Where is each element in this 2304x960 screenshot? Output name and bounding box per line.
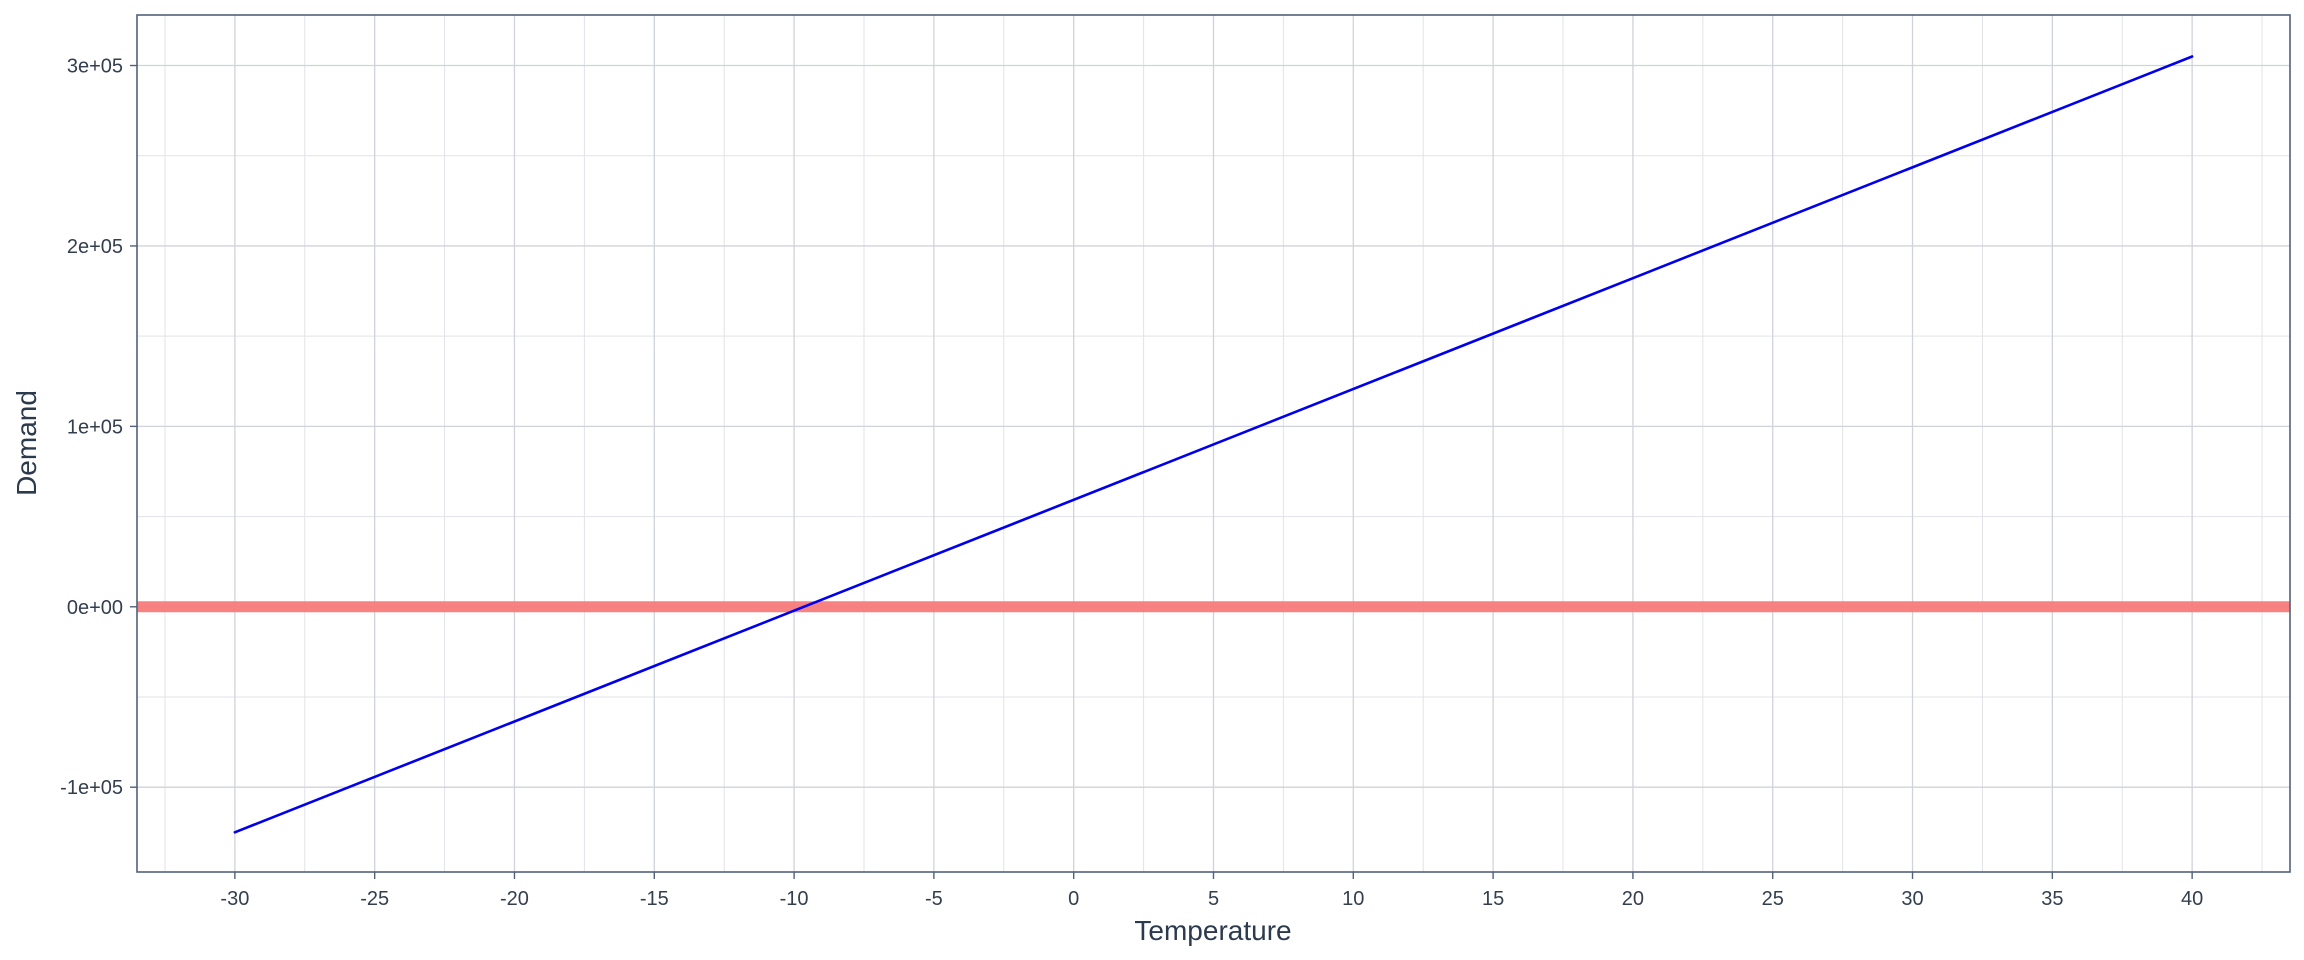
x-tick-label: -5 <box>925 888 943 910</box>
x-tick-label: 15 <box>1482 888 1504 910</box>
x-axis-title: Temperature <box>1134 915 1291 946</box>
x-tick-label: -30 <box>220 888 249 910</box>
y-axis-title: Demand <box>11 390 42 496</box>
x-tick-label: -25 <box>360 888 389 910</box>
x-tick-label: 20 <box>1622 888 1644 910</box>
y-tick-label: 1e+05 <box>67 416 123 438</box>
series-layer <box>233 55 2194 834</box>
y-tick-label: 3e+05 <box>67 56 123 78</box>
y-axis-ticks: -1e+05 0e+00 1e+05 2e+05 3e+05 <box>60 56 137 799</box>
y-tick-label: 0e+00 <box>67 597 123 619</box>
x-axis-ticks: -30 -25 -20 -15 -10 -5 0 5 10 15 20 25 30 35 40 <box>220 872 2203 910</box>
x-tick-label: 0 <box>1068 888 1079 910</box>
x-tick-label: 30 <box>1901 888 1923 910</box>
y-tick-label: -1e+05 <box>60 777 123 799</box>
x-tick-label: -20 <box>500 888 529 910</box>
x-tick-label: 35 <box>2041 888 2063 910</box>
x-tick-label: 5 <box>1208 888 1219 910</box>
x-tick-label: -10 <box>780 888 809 910</box>
y-tick-label: 2e+05 <box>67 236 123 258</box>
x-tick-label: -15 <box>640 888 669 910</box>
x-tick-label: 10 <box>1342 888 1364 910</box>
series-line <box>233 55 2194 834</box>
x-tick-label: 40 <box>2181 888 2203 910</box>
x-tick-label: 25 <box>1762 888 1784 910</box>
